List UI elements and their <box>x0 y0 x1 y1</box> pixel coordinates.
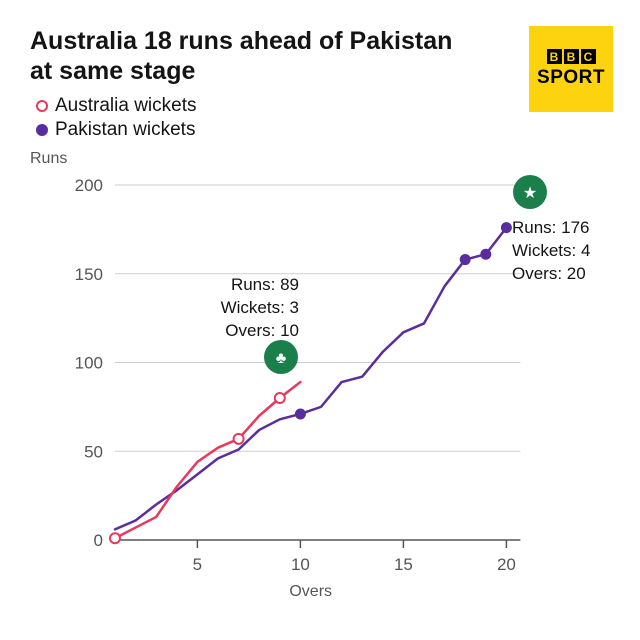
wicket-marker-australia <box>273 392 286 404</box>
bbc-letter: B <box>546 49 562 64</box>
legend: Australia wickets Pakistan wickets <box>36 94 197 142</box>
bbc-letter: B <box>563 49 579 64</box>
x-tick-label: 20 <box>497 555 516 574</box>
annotation-australia-line: Overs: 10 <box>225 321 299 340</box>
bbc-letter: C <box>580 49 596 64</box>
wicket-marker-pakistan <box>500 222 512 234</box>
y-tick-label: 200 <box>75 176 103 195</box>
annotation-pakistan-line: Runs: 176 <box>512 218 590 237</box>
wicket-marker-australia <box>232 432 245 445</box>
australia-badge-icon-glyph: ♣ <box>276 350 287 367</box>
legend-item-australia: Australia wickets <box>36 94 197 118</box>
x-axis-label: Overs <box>289 583 332 600</box>
filled-circle-icon <box>36 124 48 136</box>
y-tick-label: 0 <box>94 531 103 550</box>
wicket-marker-australia <box>109 532 121 545</box>
series-line-australia <box>113 380 302 540</box>
annotation-pakistan-line: Overs: 20 <box>512 264 586 283</box>
wicket-marker-pakistan <box>459 254 471 266</box>
pakistan-badge-icon-glyph: ★ <box>523 185 537 202</box>
series-line-pakistan <box>113 226 508 531</box>
wicket-marker-pakistan <box>480 248 492 260</box>
x-tick-label: 5 <box>193 555 202 574</box>
legend-item-pakistan: Pakistan wickets <box>36 118 197 142</box>
y-axis-label: Runs <box>30 150 67 167</box>
hollow-circle-icon <box>36 100 48 112</box>
australia-badge-icon <box>264 340 298 374</box>
pakistan-badge-icon <box>513 175 547 209</box>
annotation-australia-line: Wickets: 3 <box>221 298 299 317</box>
y-tick-label: 150 <box>75 265 103 284</box>
annotation-pakistan-line: Wickets: 4 <box>512 241 590 260</box>
chart-title: Australia 18 runs ahead of Pakistan at s… <box>30 27 453 85</box>
legend-label-pakistan: Pakistan wickets <box>55 119 196 140</box>
x-tick-label: 10 <box>291 555 310 574</box>
y-tick-label: 100 <box>75 354 103 373</box>
wicket-marker-pakistan <box>294 408 306 420</box>
bbc-sport-logo: B B C SPORT <box>529 26 613 112</box>
x-tick-label: 15 <box>394 555 413 574</box>
sport-wordmark: SPORT <box>537 67 605 88</box>
legend-label-australia: Australia wickets <box>55 95 197 116</box>
annotation-australia-line: Runs: 89 <box>231 275 299 294</box>
y-tick-label: 50 <box>84 442 103 461</box>
